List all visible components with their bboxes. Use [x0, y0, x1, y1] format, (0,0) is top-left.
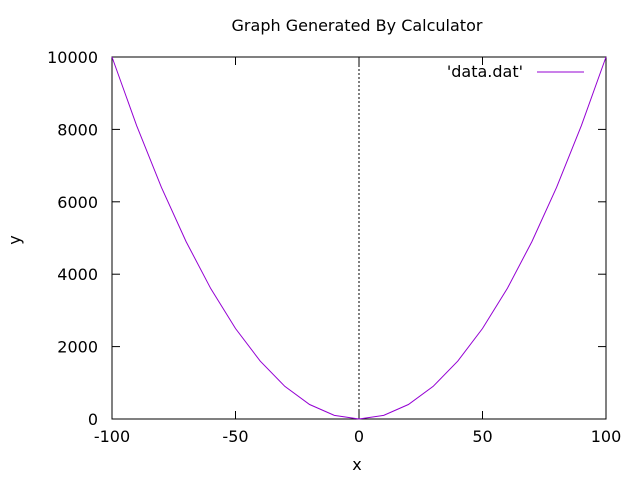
legend-label: 'data.dat'	[447, 62, 523, 81]
y-tick-label: 6000	[57, 193, 98, 212]
y-tick-label: 0	[88, 410, 98, 429]
y-axis-label: y	[5, 235, 24, 244]
x-tick-label: 0	[354, 427, 364, 446]
plot-area: -100 -50 0 50 100 0 2000 4000 6000 8000 10000	[47, 48, 621, 446]
x-tick-label: -50	[222, 427, 248, 446]
y-tick-label: 4000	[57, 265, 98, 284]
x-tick-label: 100	[591, 427, 622, 446]
x-tick-label: -100	[94, 427, 130, 446]
series-line	[111, 56, 607, 420]
x-axis-label: x	[352, 455, 361, 474]
chart-title: Graph Generated By Calculator	[232, 16, 483, 35]
y-tick-label: 8000	[57, 120, 98, 139]
y-tick-label: 2000	[57, 338, 98, 357]
x-tick-label: 50	[472, 427, 492, 446]
y-tick-label: 10000	[47, 48, 98, 67]
